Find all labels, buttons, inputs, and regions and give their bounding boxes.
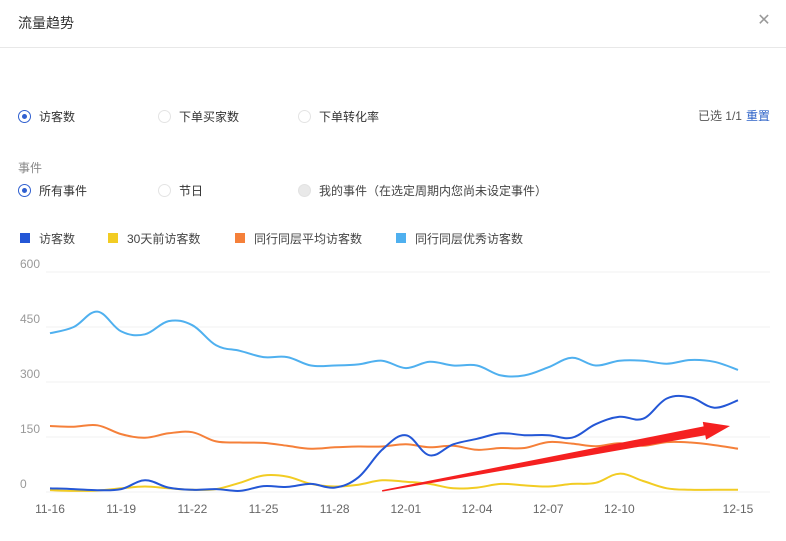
legend-swatch xyxy=(20,233,30,243)
x-tick-label: 11-19 xyxy=(106,502,137,516)
legend-item-visitors-30d-ago[interactable]: 30天前访客数 xyxy=(108,229,200,247)
x-tick-label: 12-07 xyxy=(532,502,564,516)
legend-item-peer-average[interactable]: 同行同层平均访客数 xyxy=(235,229,362,247)
chart-plot-area xyxy=(46,271,770,493)
radio-icon xyxy=(18,109,31,123)
y-tick-label: 450 xyxy=(20,312,41,326)
radio-metric-visitors[interactable]: 访客数 xyxy=(18,105,75,127)
y-tick-label: 0 xyxy=(20,477,27,491)
radio-label: 访客数 xyxy=(39,109,76,124)
x-tick-label: 11-25 xyxy=(248,502,279,516)
x-tick-label: 11-16 xyxy=(35,502,65,516)
radio-icon xyxy=(158,109,171,123)
legend-swatch xyxy=(396,233,406,243)
legend-label: 访客数 xyxy=(39,231,76,246)
radio-icon xyxy=(298,183,311,197)
x-tick-label: 12-04 xyxy=(461,502,493,516)
legend-label: 同行同层平均访客数 xyxy=(254,231,363,246)
close-icon[interactable]: ✕ xyxy=(757,12,771,29)
selection-count: 已选 1/1 xyxy=(697,109,742,123)
y-tick-label: 150 xyxy=(20,422,41,436)
legend-swatch xyxy=(235,233,245,243)
dialog-header: 流量趋势 ✕ xyxy=(0,0,786,48)
event-radio-group: 所有事件 节日 我的事件（在选定周期内您尚未设定事件） xyxy=(0,179,786,201)
y-tick-label: 300 xyxy=(20,367,41,381)
radio-icon xyxy=(158,183,171,197)
x-tick-label: 12-01 xyxy=(390,502,422,516)
radio-event-holiday[interactable]: 节日 xyxy=(158,179,203,201)
radio-metric-buyers[interactable]: 下单买家数 xyxy=(158,105,239,127)
x-tick-label: 12-10 xyxy=(604,502,635,516)
radio-label: 我的事件（在选定周期内您尚未设定事件） xyxy=(319,183,548,198)
radio-label: 所有事件 xyxy=(39,183,88,198)
legend-swatch xyxy=(108,233,118,243)
traffic-trend-chart: 0 150 300 450 600 11-16 11-19 11-22 11-25 11-28 1… xyxy=(0,255,786,541)
legend-item-peer-excellent[interactable]: 同行同层优秀访客数 xyxy=(396,229,523,247)
dialog-title: 流量趋势 xyxy=(18,15,74,31)
legend-label: 同行同层优秀访客数 xyxy=(415,231,524,246)
radio-icon xyxy=(18,183,31,197)
legend-item-visitors[interactable]: 访客数 xyxy=(20,229,75,247)
radio-label: 下单买家数 xyxy=(179,109,240,124)
legend-label: 30天前访客数 xyxy=(127,231,201,246)
reset-link[interactable]: 重置 xyxy=(745,109,770,123)
selection-info: 已选 1/1 重置 xyxy=(698,105,770,127)
radio-event-all[interactable]: 所有事件 xyxy=(18,179,87,201)
x-tick-label: 11-28 xyxy=(319,502,350,516)
radio-metric-conversion[interactable]: 下单转化率 xyxy=(298,105,379,127)
y-tick-label: 600 xyxy=(20,257,41,271)
events-section-label: 事件 xyxy=(18,161,43,175)
radio-event-mine: 我的事件（在选定周期内您尚未设定事件） xyxy=(298,179,547,201)
x-tick-label: 12-15 xyxy=(722,502,754,516)
series-line-peer-excellent xyxy=(49,310,739,378)
radio-icon xyxy=(298,109,311,123)
series-line-visitors-30d-ago xyxy=(49,472,738,492)
series-line-visitors xyxy=(49,394,739,492)
trend-arrow-annotation xyxy=(381,421,730,492)
radio-label: 下单转化率 xyxy=(319,109,380,124)
radio-label: 节日 xyxy=(179,183,204,198)
x-tick-label: 11-22 xyxy=(177,502,208,516)
metric-radio-group: 访客数 下单买家数 下单转化率 已选 1/1 重置 xyxy=(0,105,786,127)
